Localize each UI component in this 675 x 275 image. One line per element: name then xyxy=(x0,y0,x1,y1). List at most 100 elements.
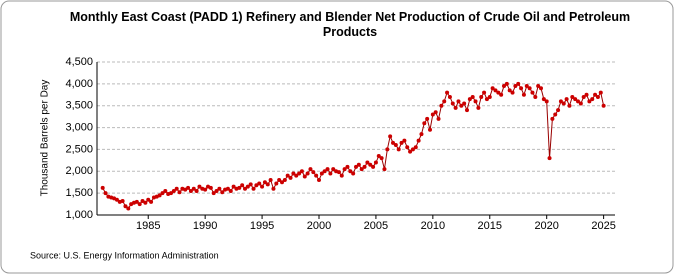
data-point xyxy=(123,204,128,209)
data-point xyxy=(453,105,458,110)
data-point xyxy=(576,99,580,104)
data-point xyxy=(490,86,495,91)
data-point xyxy=(271,186,276,191)
data-point xyxy=(362,164,367,169)
data-point xyxy=(265,182,270,187)
data-point xyxy=(100,185,105,190)
x-tick-label: 2025 xyxy=(591,220,615,232)
data-point xyxy=(601,103,606,108)
data-point xyxy=(308,167,313,172)
data-point xyxy=(211,191,216,196)
data-point xyxy=(521,92,526,97)
data-point xyxy=(243,186,247,191)
data-point xyxy=(530,90,535,95)
data-point xyxy=(325,167,330,172)
source: Source: U.S. Energy Information Administ… xyxy=(30,250,219,260)
data-point xyxy=(459,103,464,108)
x-tick-label: 1985 xyxy=(136,220,160,232)
data-point xyxy=(391,140,395,145)
data-point xyxy=(368,162,373,167)
data-point xyxy=(177,190,182,195)
data-point xyxy=(479,94,484,99)
data-point xyxy=(547,156,552,161)
data-point xyxy=(533,94,538,99)
data-point xyxy=(220,190,225,195)
data-point xyxy=(197,184,202,189)
data-point xyxy=(126,206,131,211)
data-point xyxy=(556,108,561,113)
data-point xyxy=(146,197,151,202)
data-point xyxy=(573,97,578,102)
data-point xyxy=(550,116,555,121)
y-tick-label: 2,500 xyxy=(65,143,93,155)
data-point xyxy=(191,186,196,191)
data-point xyxy=(484,97,489,102)
data-point xyxy=(524,84,529,89)
data-point xyxy=(251,186,256,191)
data-point xyxy=(544,99,549,104)
data-point xyxy=(476,105,481,110)
data-point xyxy=(160,191,165,196)
data-point xyxy=(578,101,583,106)
data-point xyxy=(274,181,279,186)
data-point xyxy=(299,169,304,174)
data-point xyxy=(371,164,376,169)
data-point xyxy=(465,108,469,113)
data-point xyxy=(186,185,191,190)
x-tick-label: 2010 xyxy=(421,220,445,232)
data-point xyxy=(430,112,435,117)
y-tick-label: 3,500 xyxy=(65,100,93,112)
data-point xyxy=(143,200,148,205)
data-point xyxy=(408,149,413,154)
data-point xyxy=(487,94,492,99)
data-point xyxy=(570,94,575,99)
data-point xyxy=(581,94,586,99)
data-point xyxy=(402,138,407,143)
data-point xyxy=(314,173,319,178)
data-point xyxy=(598,90,603,95)
data-point xyxy=(285,173,290,178)
data-point xyxy=(171,188,176,193)
data-point xyxy=(240,183,245,188)
x-tick-label: 2015 xyxy=(478,220,502,232)
data-point xyxy=(593,92,598,97)
data-point xyxy=(541,97,546,102)
data-point xyxy=(499,92,504,97)
data-point xyxy=(416,138,421,143)
chart-title: Monthly East Coast (PADD 1) Refinery and… xyxy=(69,10,631,39)
data-point xyxy=(288,175,293,180)
data-point xyxy=(399,140,404,145)
data-point xyxy=(510,90,515,95)
data-point xyxy=(385,147,390,152)
data-point xyxy=(396,147,401,152)
data-point xyxy=(203,187,208,192)
data-point xyxy=(558,99,563,104)
data-point xyxy=(328,171,333,176)
data-point xyxy=(359,167,364,172)
data-point xyxy=(188,188,193,193)
data-point xyxy=(376,153,381,158)
data-point xyxy=(225,186,230,191)
data-point xyxy=(539,86,543,91)
y-axis-label: Thousand Barrels per Day xyxy=(40,80,51,197)
data-point xyxy=(473,99,478,104)
data-point xyxy=(311,170,316,175)
data-point xyxy=(519,86,524,91)
data-point xyxy=(567,103,572,108)
data-point xyxy=(496,90,501,95)
data-point xyxy=(294,173,299,178)
data-point xyxy=(231,184,236,189)
data-point xyxy=(507,88,512,93)
data-point xyxy=(336,170,341,175)
data-point xyxy=(405,145,410,150)
data-point xyxy=(317,178,321,183)
y-tick-label: 1,000 xyxy=(65,209,93,221)
data-point xyxy=(351,171,356,176)
data-point xyxy=(260,184,265,189)
y-tick-label: 4,000 xyxy=(65,78,93,90)
data-point xyxy=(564,97,569,102)
data-point xyxy=(322,169,327,174)
data-point xyxy=(513,84,518,89)
y-tick-label: 2,000 xyxy=(65,165,93,177)
